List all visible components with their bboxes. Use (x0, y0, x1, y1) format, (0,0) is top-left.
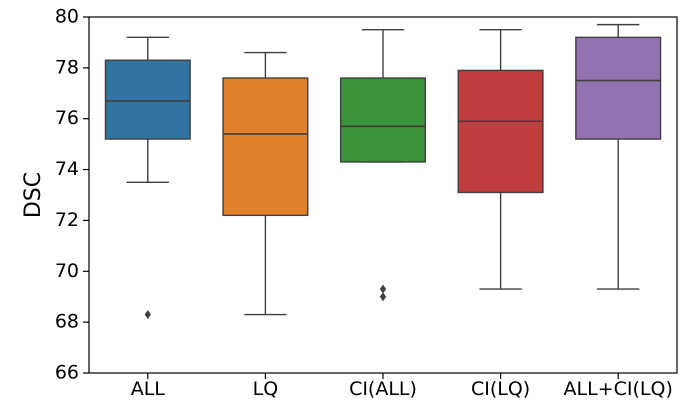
y-tick-label: 66 (55, 362, 79, 384)
outlier-point (144, 310, 151, 320)
x-tick-label: LQ (253, 378, 279, 400)
y-tick-label: 76 (55, 107, 79, 129)
box-ALL (104, 36, 191, 320)
x-tick-label: ALL (131, 378, 166, 400)
box-CI(ALL) (339, 29, 427, 302)
y-tick-label: 78 (55, 56, 79, 78)
y-tick-label: 70 (55, 260, 79, 282)
y-tick-label: 74 (55, 158, 79, 180)
box-iqr (339, 77, 427, 163)
x-axis-ticks: ALL LQ CI(ALL) CI(LQ) ALL+CI(LQ) (131, 373, 673, 400)
box-iqr (104, 59, 191, 140)
x-tick-label: CI(ALL) (349, 378, 417, 400)
plot-frame (88, 16, 678, 374)
outlier-point (379, 284, 387, 294)
x-tick-label: CI(LQ) (471, 378, 530, 400)
x-tick-label: ALL+CI(LQ) (564, 378, 673, 400)
y-tick-label: 68 (55, 311, 79, 333)
y-axis-ticks: 66 68 70 72 74 76 78 80 (55, 6, 89, 384)
box-series (104, 23, 662, 320)
box-LQ (222, 51, 309, 316)
box-CI(LQ) (457, 29, 544, 290)
y-tick-label: 80 (55, 6, 79, 28)
box-iqr (457, 69, 544, 194)
outlier-point (379, 292, 387, 302)
y-tick-label: 72 (55, 209, 79, 231)
box-iqr (575, 36, 662, 140)
box-ALL+CI(LQ) (575, 23, 662, 290)
box-iqr (222, 77, 309, 217)
y-axis-label: DSC (21, 172, 46, 218)
